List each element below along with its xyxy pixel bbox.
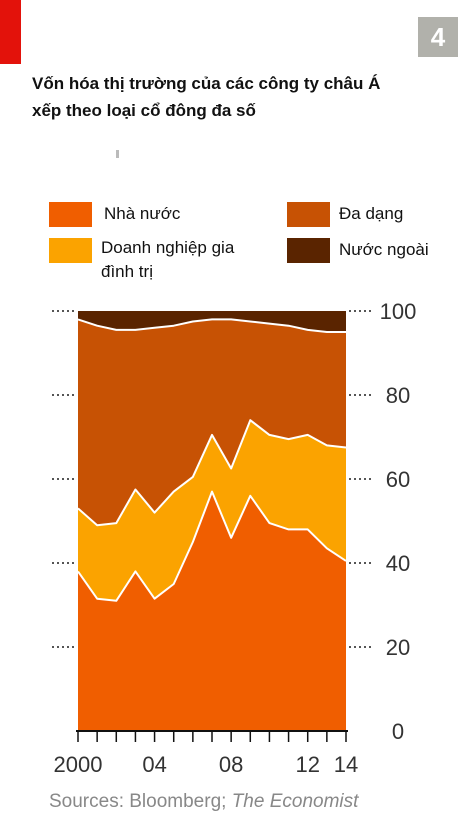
source-italic: The Economist <box>231 791 359 812</box>
accent-red-tab <box>0 0 21 64</box>
y-tick-label: 60 <box>386 467 410 492</box>
x-tick-label: 04 <box>142 752 166 777</box>
legend-label-doanh-nghiep: Doanh nghiệp gia đình trị <box>101 238 235 281</box>
series-boundary-line-0 <box>77 490 347 602</box>
area-series-1 <box>78 420 346 601</box>
y-tick-label: 80 <box>386 383 410 408</box>
area-series-3 <box>78 311 346 332</box>
y-tick-label: 0 <box>392 719 404 744</box>
x-tick-label: 2000 <box>54 752 103 777</box>
source-note: Sources: Bloomberg; The Economist <box>49 791 358 813</box>
legend-label-nuoc-ngoai: Nước ngoài <box>339 240 429 259</box>
x-tick-label: 12 <box>295 752 319 777</box>
series-boundary-line-2 <box>77 318 346 333</box>
legend-swatch-doanh-nghiep <box>49 238 92 263</box>
legend-swatch-nha-nuoc <box>49 202 92 227</box>
legend-item-doanh-nghiep: Doanh nghiệp gia đình trị <box>49 236 279 284</box>
legend-label-da-dang: Đa dạng <box>339 204 404 223</box>
area-series-0 <box>78 491 346 731</box>
x-tick-label: 08 <box>219 752 243 777</box>
stacked-area-chart: 0 20 40 60 80 100 2000 04 08 12 14 <box>52 299 417 777</box>
legend-swatch-nuoc-ngoai <box>287 238 330 263</box>
y-tick-label: 40 <box>386 551 410 576</box>
y-tick-label: 20 <box>386 635 410 660</box>
legend-label-nha-nuoc: Nhà nước <box>104 204 181 223</box>
series-boundary-line-1 <box>77 419 347 527</box>
area-series-2 <box>78 319 346 526</box>
x-tick-label: 14 <box>334 752 358 777</box>
legend-item-da-dang: Đa dạng <box>287 202 403 227</box>
decorative-tick-mark <box>116 150 119 158</box>
chart-title: Vốn hóa thị trường của các công ty châu … <box>32 74 381 120</box>
source-prefix: Sources: Bloomberg; <box>49 791 232 812</box>
legend-item-nuoc-ngoai: Nước ngoài <box>287 238 429 263</box>
legend-swatch-da-dang <box>287 202 330 227</box>
y-tick-label: 100 <box>380 299 417 324</box>
legend-item-nha-nuoc: Nhà nước <box>49 202 180 227</box>
chart-number-badge: 4 <box>418 17 458 57</box>
